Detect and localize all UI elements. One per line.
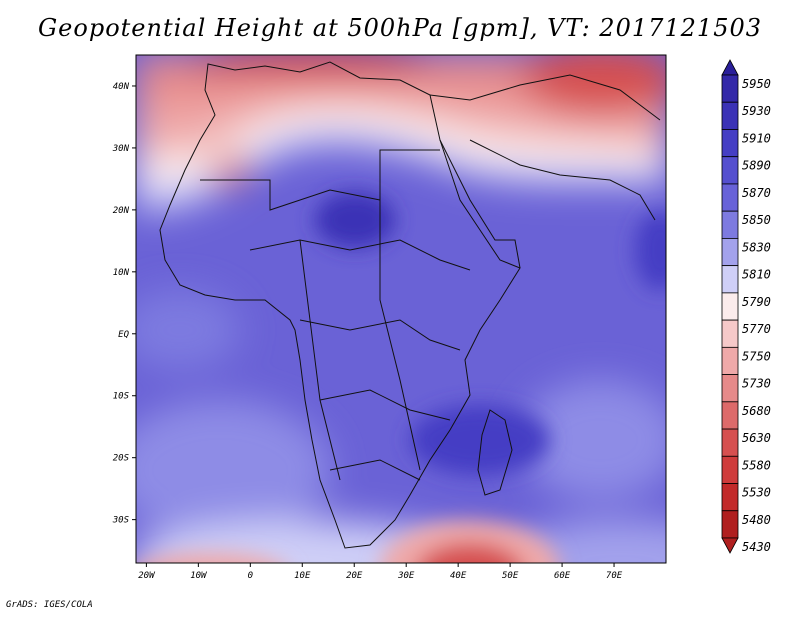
colorbar-swatch <box>721 428 739 457</box>
colorbar-swatch <box>721 183 739 212</box>
lat-tick-label: 20N <box>113 206 130 216</box>
colorbar-swatch <box>721 265 739 294</box>
colorbar-label: 5910 <box>742 131 771 145</box>
colorbar-label: 5930 <box>742 104 771 118</box>
lon-tick-label: 70E <box>606 571 623 581</box>
lon-tick-label: 20E <box>346 571 363 581</box>
colorbar-label: 5890 <box>742 159 771 173</box>
colorbar-swatch <box>721 210 739 239</box>
colorbar-label: 5950 <box>742 77 771 91</box>
colorbar-swatch <box>721 346 739 375</box>
grads-credit: GrADS: IGES/COLA <box>6 600 93 610</box>
colorbar-label: 5630 <box>742 431 771 445</box>
lat-tick-label: 30N <box>112 144 130 154</box>
lat-tick-label: 10S <box>113 392 130 402</box>
lon-tick-label: 0 <box>248 571 253 581</box>
colorbar-label: 5830 <box>742 240 771 254</box>
lon-tick-label: 40E <box>450 571 467 581</box>
colorbar-swatch <box>721 455 739 484</box>
lat-tick-label: EQ <box>118 330 129 340</box>
height-field <box>136 55 666 563</box>
lon-tick-label: 30E <box>397 571 415 581</box>
longitude-axis: 20W 10W 0 10E 20E 30E 40E 50E 60E 70E <box>138 563 623 581</box>
lat-tick-label: 30S <box>112 516 130 526</box>
colorbar-swatch <box>721 156 739 185</box>
map-title: Geopotential Height at 500hPa [gpm], VT:… <box>38 14 762 42</box>
lon-tick-label: 60E <box>554 571 571 581</box>
colorbar-label: 5430 <box>742 540 771 554</box>
colorbar-swatch <box>721 129 739 158</box>
colorbar-label: 5790 <box>742 295 771 309</box>
colorbar-label: 5530 <box>742 486 771 500</box>
plot-frame <box>135 54 667 564</box>
latitude-axis: 40N 30N 20N 10N EQ 10S 20S 30S <box>112 82 136 526</box>
colorbar-label: 5580 <box>742 458 771 472</box>
colorbar-label: 5870 <box>742 186 771 200</box>
lon-tick-label: 50E <box>502 571 519 581</box>
colorbar-label: 5770 <box>742 322 771 336</box>
coastlines <box>159 61 661 549</box>
colorbar-label: 5810 <box>742 268 771 282</box>
colorbar-swatch <box>721 292 739 321</box>
colorbar-swatch <box>721 483 739 512</box>
lat-tick-label: 20S <box>113 454 130 464</box>
lat-tick-label: 40N <box>113 82 130 92</box>
colorbar-label: 5730 <box>742 377 771 391</box>
colorbar: 5950 5930 5910 5890 5870 5850 5830 5810 5790 5770… <box>721 59 771 554</box>
colorbar-swatch <box>721 319 739 348</box>
colorbar-bottom-arrow <box>721 537 739 554</box>
lon-tick-label: 20W <box>138 571 156 581</box>
colorbar-swatch <box>721 238 739 267</box>
colorbar-swatch <box>721 401 739 430</box>
colorbar-top-arrow <box>721 59 739 76</box>
colorbar-label: 5750 <box>742 349 771 363</box>
lat-tick-label: 10N <box>113 268 130 278</box>
colorbar-swatch <box>721 510 739 539</box>
colorbar-label: 5680 <box>742 404 771 418</box>
colorbar-label: 5850 <box>742 213 771 227</box>
colorbar-swatch <box>721 74 739 103</box>
colorbar-label: 5480 <box>742 513 771 527</box>
lon-tick-label: 10W <box>190 571 208 581</box>
lon-tick-label: 10E <box>294 571 311 581</box>
colorbar-swatch <box>721 374 739 403</box>
colorbar-swatch <box>721 101 739 130</box>
